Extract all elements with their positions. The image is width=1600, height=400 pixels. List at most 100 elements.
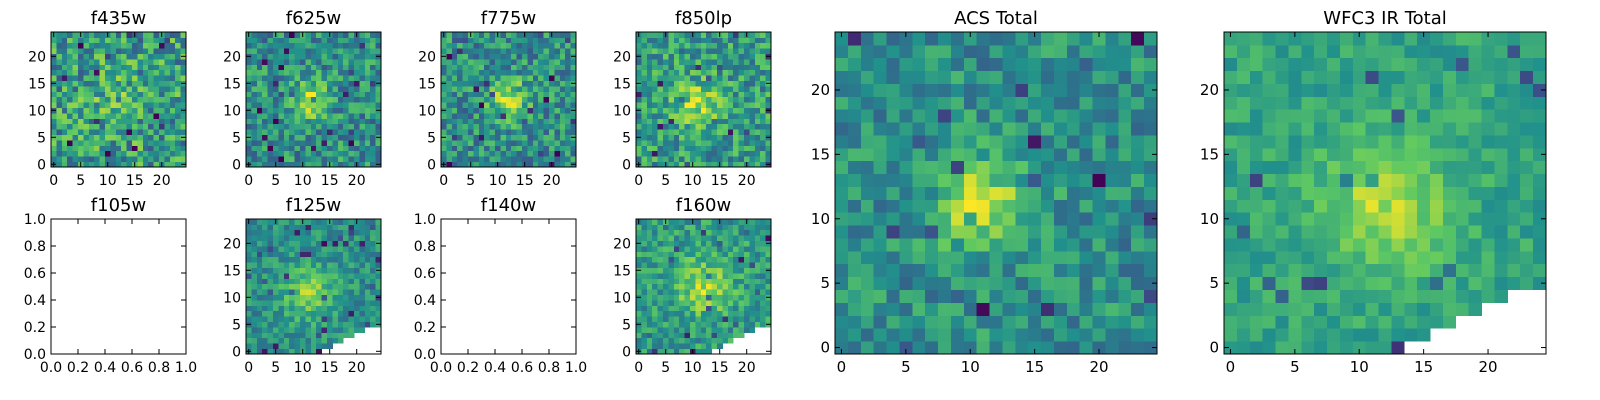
heatmap-cell [332,267,339,274]
heatmap-cell [1417,276,1431,290]
heatmap-cell [305,42,312,49]
heatmap-cell [343,75,349,81]
heatmap-cell [1365,328,1379,342]
heatmap-cell [246,102,252,108]
heatmap-cell [727,278,734,285]
heatmap-cell [267,118,274,125]
heatmap-cell [370,91,376,98]
x-tick-label: 0.2 [67,360,89,376]
heatmap-cell [543,96,550,103]
heatmap-cell [749,300,756,306]
heatmap-cell [1301,315,1315,329]
heatmap-cell [446,96,453,103]
heatmap-cell [738,224,745,231]
heatmap-cell [733,69,739,76]
heatmap-cell [673,53,680,60]
heatmap-cell [738,48,745,54]
heatmap-cell [1224,186,1238,200]
heatmap-cell [673,32,680,38]
heatmap-cell [1249,341,1264,355]
heatmap-cell [262,161,268,168]
heatmap-cell [1442,147,1457,162]
heatmap-cell [88,91,95,98]
heatmap-cell [337,75,344,81]
heatmap-cell [180,150,187,157]
heatmap-cell [1327,315,1341,329]
heatmap-cell [164,59,171,65]
heatmap-cell [61,145,68,152]
heatmap-cell [88,156,95,162]
heatmap-cell [1092,135,1106,149]
heatmap-cell [641,289,648,295]
heatmap-cell [72,80,79,87]
heatmap-cell [646,37,653,44]
heatmap-cell [976,289,990,303]
heatmap-cell [636,283,642,290]
x-tick-label: 5 [901,358,911,376]
heatmap-cell [1391,212,1405,226]
heatmap-cell [78,64,84,71]
heatmap-cell [950,147,965,162]
heatmap-cell [348,75,355,81]
heatmap-cell [886,186,900,200]
heatmap-cell [679,343,685,349]
heatmap-cell [142,96,149,103]
heatmap-cell [83,80,90,87]
heatmap-cell [251,327,258,333]
heatmap-cell [51,156,57,162]
heatmap-cell [310,64,317,71]
heatmap-cell [273,256,279,263]
heatmap-cell [706,305,712,312]
heatmap-cell [273,283,279,290]
y-tick-label: 10 [613,103,631,119]
heatmap-cell [559,48,566,54]
heatmap-cell [912,341,926,355]
heatmap-cell [294,150,301,157]
heatmap-cell [733,283,739,290]
heatmap-cell [744,134,750,141]
heatmap-cell [305,246,312,252]
heatmap-cell [641,86,648,92]
heatmap-cell [532,156,539,162]
heatmap-cell [1391,276,1405,290]
heatmap-cell [733,37,739,44]
heatmap-cell [706,75,712,81]
heatmap-cell [251,64,258,71]
heatmap-cell [1236,135,1251,149]
heatmap-cell [559,59,566,65]
heatmap-cell [899,328,913,342]
heatmap-cell [899,57,913,72]
heatmap-cell [99,48,106,54]
heatmap-cell [760,289,766,295]
heatmap-cell [310,96,317,103]
heatmap-cell [153,32,160,38]
heatmap-cell [457,37,463,44]
heatmap-cell [473,145,480,152]
heatmap-cell [273,75,279,81]
heatmap-cell [457,140,463,146]
heatmap-cell [711,64,718,71]
heatmap-cell [950,199,965,213]
heatmap-cell [256,123,263,130]
heatmap-cell [337,69,344,76]
heatmap-cell [88,134,95,141]
heatmap-cell [522,59,528,65]
heatmap-cell [67,140,73,146]
heatmap-cell [370,145,376,152]
heatmap-cell [289,37,295,44]
heatmap-cell [310,337,317,344]
heatmap-cell [262,310,268,317]
heatmap-cell [717,69,723,76]
heatmap-cell [1118,289,1132,303]
heatmap-cell [860,109,875,123]
heatmap-cell [899,199,913,213]
heatmap-cell [570,129,577,135]
heatmap-cell [657,156,664,162]
heatmap-cell [375,113,382,119]
heatmap-cell [441,140,447,146]
heatmap-cell [142,113,149,119]
heatmap-cell [706,251,712,258]
heatmap-cell [673,246,680,252]
heatmap-cell [522,69,528,76]
heatmap-cell [332,48,339,54]
